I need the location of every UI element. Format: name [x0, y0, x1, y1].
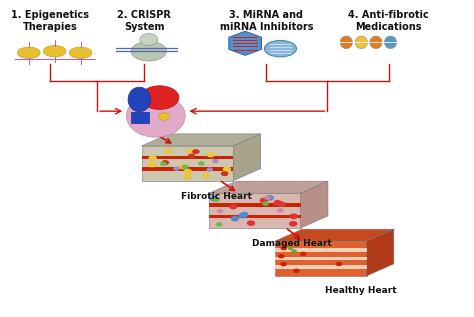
Circle shape — [216, 222, 222, 227]
Ellipse shape — [264, 41, 296, 57]
Ellipse shape — [127, 94, 185, 137]
Circle shape — [183, 169, 192, 174]
Circle shape — [206, 152, 215, 158]
Circle shape — [240, 212, 248, 217]
Circle shape — [288, 246, 293, 250]
Circle shape — [318, 243, 323, 247]
Circle shape — [159, 113, 170, 120]
Circle shape — [280, 262, 287, 266]
Polygon shape — [275, 229, 394, 241]
Ellipse shape — [44, 46, 66, 57]
Polygon shape — [142, 134, 261, 146]
Circle shape — [182, 165, 188, 169]
Circle shape — [238, 213, 246, 218]
Polygon shape — [209, 193, 301, 228]
Circle shape — [260, 197, 268, 203]
Circle shape — [198, 161, 205, 166]
Circle shape — [277, 201, 286, 207]
Polygon shape — [233, 134, 261, 181]
Circle shape — [217, 209, 223, 213]
Circle shape — [183, 174, 192, 179]
Text: 4. Anti-fibrotic
Medications: 4. Anti-fibrotic Medications — [348, 10, 429, 32]
Circle shape — [192, 149, 200, 154]
Ellipse shape — [140, 86, 179, 109]
Text: 3. MiRNA and
miRNA Inhibitors: 3. MiRNA and miRNA Inhibitors — [219, 10, 313, 32]
Ellipse shape — [340, 36, 353, 49]
Text: 2. CRISPR
System: 2. CRISPR System — [117, 10, 171, 32]
Circle shape — [264, 195, 271, 200]
Circle shape — [148, 162, 156, 167]
Polygon shape — [301, 181, 328, 228]
Circle shape — [210, 196, 219, 202]
Polygon shape — [275, 257, 366, 260]
Circle shape — [292, 249, 297, 253]
Polygon shape — [366, 229, 394, 276]
Circle shape — [148, 155, 157, 161]
Circle shape — [213, 198, 219, 202]
Circle shape — [229, 204, 237, 210]
Polygon shape — [275, 266, 366, 269]
Polygon shape — [131, 112, 149, 123]
Text: Fibrotic Heart: Fibrotic Heart — [182, 192, 253, 201]
Circle shape — [265, 195, 274, 201]
Circle shape — [293, 268, 300, 273]
Circle shape — [164, 148, 173, 154]
Circle shape — [281, 246, 287, 250]
Circle shape — [223, 166, 231, 172]
Circle shape — [289, 221, 297, 227]
Ellipse shape — [370, 36, 382, 49]
Circle shape — [273, 200, 282, 206]
Ellipse shape — [128, 87, 151, 112]
Circle shape — [278, 254, 284, 258]
Ellipse shape — [384, 36, 397, 49]
Ellipse shape — [140, 34, 158, 46]
Circle shape — [212, 159, 219, 163]
Polygon shape — [209, 215, 301, 218]
Polygon shape — [209, 181, 328, 193]
Polygon shape — [229, 31, 262, 55]
Circle shape — [173, 166, 180, 171]
Polygon shape — [142, 156, 233, 159]
Circle shape — [290, 213, 298, 219]
Circle shape — [277, 208, 284, 212]
Text: 1. Epigenetics
Therapies: 1. Epigenetics Therapies — [11, 10, 89, 32]
Circle shape — [178, 164, 187, 170]
Polygon shape — [142, 167, 233, 171]
Circle shape — [188, 154, 195, 158]
Circle shape — [221, 171, 228, 176]
Ellipse shape — [355, 36, 367, 49]
Polygon shape — [275, 241, 366, 276]
Ellipse shape — [69, 47, 92, 58]
Polygon shape — [275, 248, 366, 252]
Circle shape — [230, 216, 239, 222]
Circle shape — [162, 160, 169, 165]
Circle shape — [262, 201, 269, 206]
Ellipse shape — [18, 47, 40, 58]
Circle shape — [300, 252, 307, 256]
Circle shape — [160, 162, 166, 166]
Circle shape — [336, 262, 342, 266]
Circle shape — [247, 220, 255, 226]
Circle shape — [206, 167, 213, 172]
Circle shape — [186, 149, 195, 154]
Text: Damaged Heart: Damaged Heart — [252, 239, 332, 248]
Polygon shape — [142, 146, 233, 181]
Ellipse shape — [131, 42, 166, 61]
Polygon shape — [209, 203, 301, 206]
Text: Healthy Heart: Healthy Heart — [325, 286, 396, 295]
Circle shape — [202, 173, 210, 178]
